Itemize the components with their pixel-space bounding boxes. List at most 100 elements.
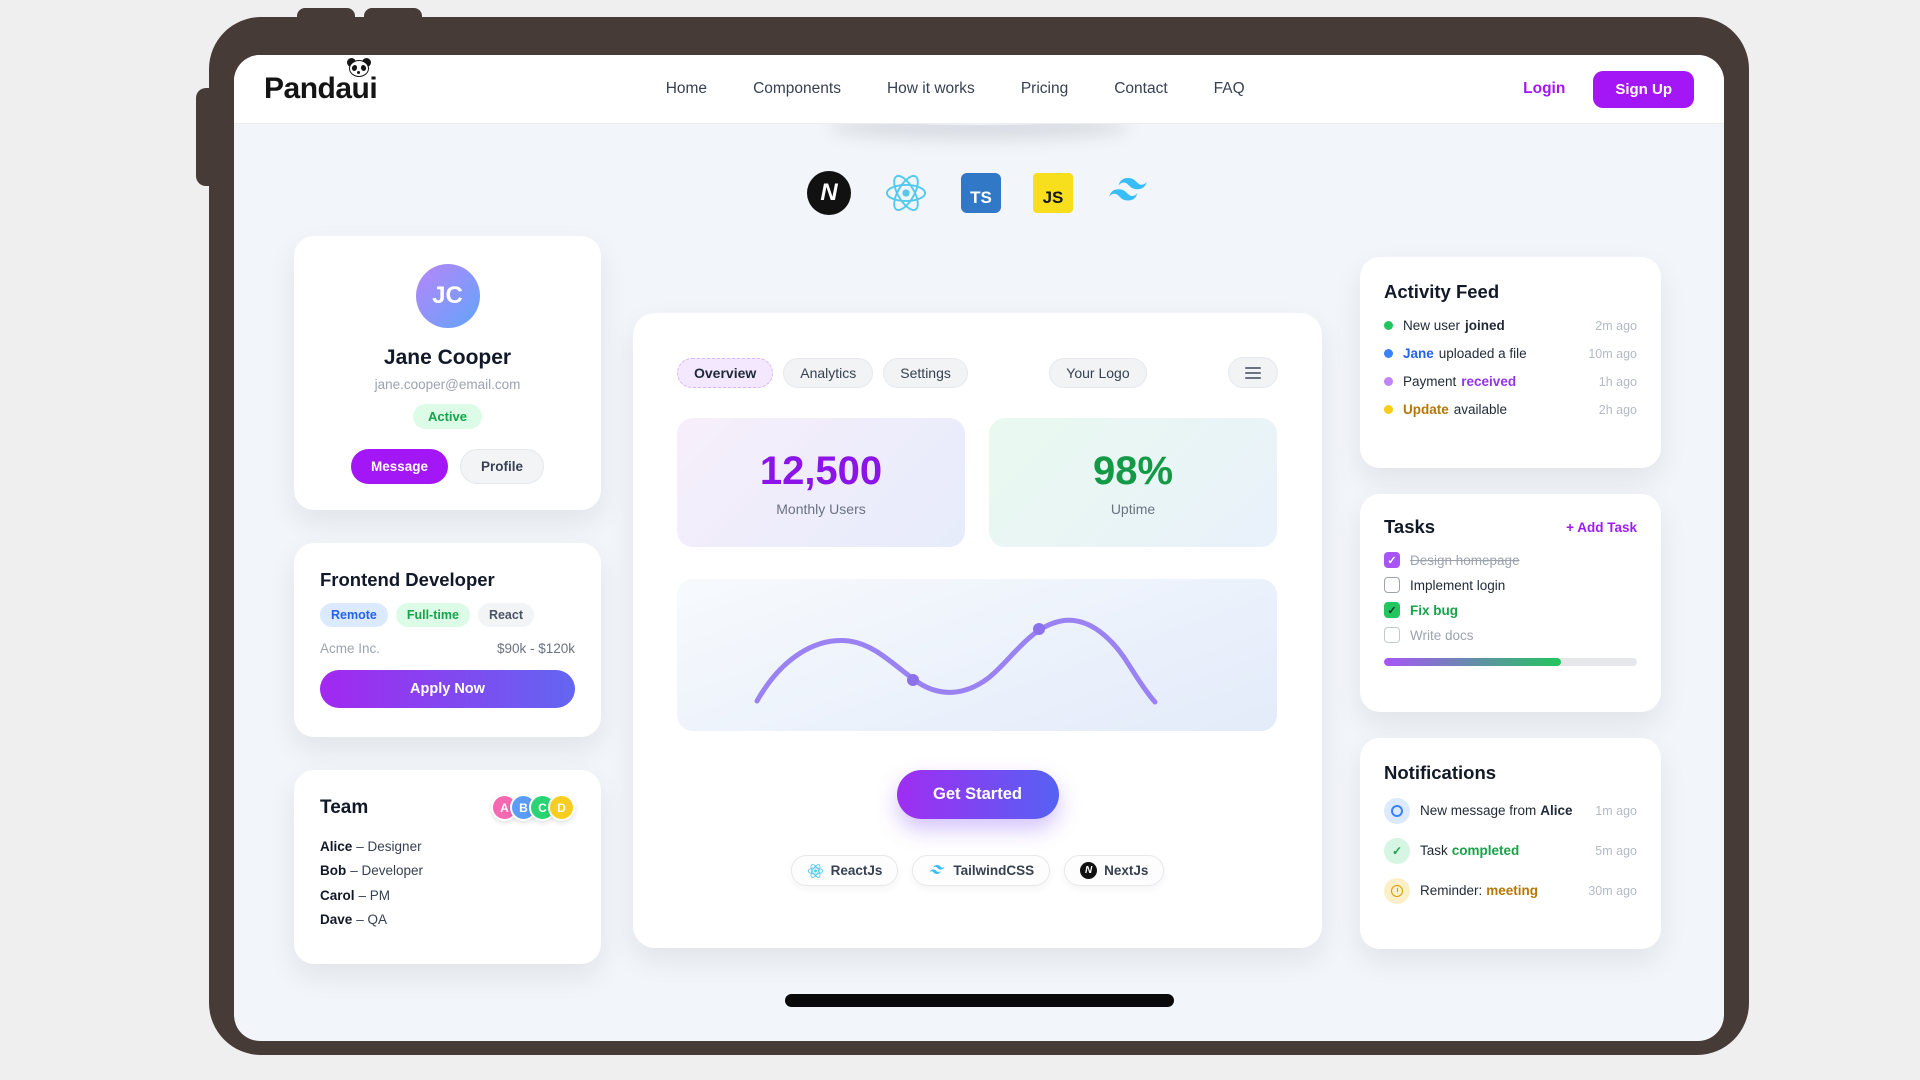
react-icon: [807, 863, 823, 878]
react-icon: [885, 175, 927, 211]
team-title: Team: [320, 796, 369, 818]
login-link[interactable]: Login: [1523, 80, 1566, 97]
task-row: ✓ Fix bug: [1384, 602, 1637, 618]
team-card: Team A B C D Alice – Designer Bob – Develo…: [294, 770, 601, 964]
notification-item: Reminder: meeting 30m ago: [1384, 878, 1637, 904]
profile-button[interactable]: Profile: [460, 449, 545, 484]
dashboard-tabs: Overview Analytics Settings: [677, 357, 968, 388]
team-member: Bob – Developer: [320, 863, 424, 879]
timestamp: 30m ago: [1588, 884, 1637, 898]
home-indicator[interactable]: [785, 994, 1174, 1007]
profile-email: jane.cooper@email.com: [374, 377, 521, 392]
task-row: ✓ Design homepage: [1384, 552, 1637, 568]
message-icon: [1384, 798, 1410, 824]
checkbox-checked[interactable]: ✓: [1384, 602, 1400, 618]
logo[interactable]: Pandaui: [264, 58, 387, 106]
stat-uptime: 98% Uptime: [989, 418, 1277, 547]
timestamp: 2m ago: [1595, 318, 1637, 333]
timestamp: 10m ago: [1588, 346, 1637, 361]
badge-nextjs: N NextJs: [1064, 855, 1165, 886]
status-dot-green: [1384, 321, 1393, 330]
avatar: JC: [415, 264, 480, 328]
tailwind-icon: [929, 864, 945, 874]
timestamp: 1m ago: [1595, 804, 1637, 818]
stat-value: 12,500: [759, 448, 883, 493]
tag-fulltime: Full-time: [395, 603, 470, 627]
checkbox-unchecked[interactable]: [1384, 577, 1400, 593]
nav-link-home[interactable]: Home: [665, 80, 708, 97]
tab-overview[interactable]: Overview: [677, 357, 774, 388]
notification-item: New message from Alice 1m ago: [1384, 798, 1637, 824]
tasks-progress-bar: [1384, 658, 1637, 666]
message-button[interactable]: Message: [350, 449, 449, 484]
panda-icon: [347, 58, 372, 78]
feed-item: New user joined 2m ago: [1384, 318, 1637, 333]
nav-link-pricing[interactable]: Pricing: [1020, 80, 1069, 97]
nextjs-icon: N: [1080, 862, 1098, 879]
checkbox-unchecked[interactable]: [1384, 627, 1400, 643]
avatar-dave: D: [548, 794, 575, 821]
timestamp: 2h ago: [1598, 402, 1637, 417]
profile-name: Jane Cooper: [383, 346, 512, 369]
tech-stack-row: N TS JS: [234, 171, 1724, 215]
nav-link-components[interactable]: Components: [753, 80, 841, 97]
status-dot-blue: [1384, 349, 1393, 358]
status-badge: Active: [412, 404, 483, 429]
profile-card: JC Jane Cooper jane.cooper@email.com Act…: [294, 236, 601, 510]
badge-tailwindcss: TailwindCSS: [912, 855, 1051, 886]
team-member-list: Alice – Designer Bob – Developer Carol – PM…: [320, 835, 575, 932]
badge-reactjs: ReactJs: [790, 855, 899, 886]
hamburger-menu-icon[interactable]: [1228, 357, 1278, 388]
stat-value: 98%: [1092, 448, 1174, 493]
status-dot-yellow: [1384, 405, 1393, 414]
tailwind-icon: [1109, 178, 1147, 201]
team-member: Alice – Designer: [320, 839, 422, 854]
company-name: Acme Inc.: [320, 641, 381, 656]
navbar: Pandaui Home Components How it works Pri…: [234, 55, 1724, 124]
activity-feed-card: Activity Feed New user joined 2m ago Jan…: [1360, 257, 1661, 468]
nav-link-contact[interactable]: Contact: [1114, 80, 1168, 97]
team-member: Dave – QA: [320, 911, 388, 927]
nav-link-how-it-works[interactable]: How it works: [886, 80, 975, 97]
feed-item: Payment received 1h ago: [1384, 374, 1637, 389]
add-task-button[interactable]: + Add Task: [1566, 519, 1637, 535]
tasks-card: Tasks + Add Task ✓ Design homepage Imple…: [1360, 494, 1661, 712]
task-row: Write docs: [1384, 627, 1637, 643]
dashboard-mockup-card: Overview Analytics Settings Your Logo 12…: [633, 313, 1322, 948]
clock-icon: [1384, 878, 1410, 904]
logo-text: Pandaui: [264, 72, 378, 105]
tag-react: React: [477, 603, 534, 627]
tablet-frame: Pandaui Home Components How it works Pri…: [209, 17, 1749, 1055]
checkbox-checked[interactable]: ✓: [1384, 552, 1400, 568]
tab-analytics[interactable]: Analytics: [783, 357, 874, 388]
framework-badges: ReactJs TailwindCSS N NextJs: [677, 855, 1278, 886]
screen: Pandaui Home Components How it works Pri…: [234, 55, 1724, 1041]
stat-label: Monthly Users: [776, 500, 866, 517]
signup-button[interactable]: Sign Up: [1593, 70, 1694, 108]
activity-feed-title: Activity Feed: [1384, 281, 1500, 302]
team-member: Carol – PM: [320, 887, 391, 903]
your-logo-pill: Your Logo: [1049, 357, 1147, 388]
timestamp: 5m ago: [1595, 844, 1637, 858]
job-title: Frontend Developer: [320, 569, 495, 590]
nav-link-faq[interactable]: FAQ: [1213, 80, 1245, 97]
team-avatar-stack: A B C D: [491, 794, 575, 821]
typescript-icon: TS: [961, 173, 1001, 213]
nav-links: Home Components How it works Pricing Con…: [387, 80, 1523, 98]
nextjs-icon: N: [807, 171, 851, 215]
tab-settings[interactable]: Settings: [883, 357, 968, 388]
task-row: Implement login: [1384, 577, 1637, 593]
feed-item: Jane uploaded a file 10m ago: [1384, 346, 1637, 361]
stat-monthly-users: 12,500 Monthly Users: [677, 418, 965, 547]
timestamp: 1h ago: [1598, 374, 1637, 389]
chart-point-2: [1033, 623, 1045, 635]
apply-now-button[interactable]: Apply Now: [320, 670, 575, 708]
salary-range: $90k - $120k: [496, 641, 575, 656]
javascript-icon: JS: [1033, 173, 1073, 213]
notifications-card: Notifications New message from Alice 1m a…: [1360, 738, 1661, 949]
check-circle-icon: ✓: [1384, 838, 1410, 864]
feed-item: Update available 2h ago: [1384, 402, 1637, 417]
job-card: Frontend Developer Remote Full-time Reac…: [294, 543, 601, 737]
get-started-button[interactable]: Get Started: [896, 770, 1059, 819]
tasks-progress-fill: [1384, 658, 1562, 666]
